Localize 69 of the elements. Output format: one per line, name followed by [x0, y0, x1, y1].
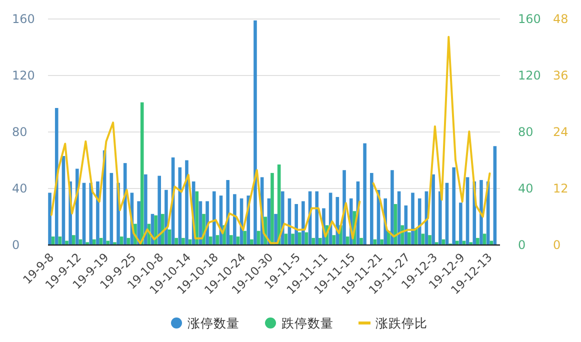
y-tick-label: 0: [12, 238, 20, 252]
bar: [62, 156, 66, 245]
y3-tick-label: 12: [553, 182, 568, 196]
bar: [493, 146, 497, 245]
bar: [421, 234, 425, 245]
bar: [318, 238, 322, 245]
bar: [89, 182, 93, 245]
bar: [174, 238, 178, 245]
y2-tick-label: 0: [518, 238, 526, 252]
bar: [72, 235, 76, 245]
bar: [110, 172, 114, 245]
y-tick-label: 40: [12, 182, 28, 196]
y2-tick-label: 80: [518, 125, 534, 139]
legend-label: 跌停数量: [282, 316, 334, 330]
bar: [140, 102, 144, 245]
y3-tick-label: 0: [553, 238, 561, 252]
bar: [452, 167, 456, 245]
bar: [411, 192, 414, 245]
bar: [469, 242, 472, 245]
bar: [54, 108, 58, 245]
y-tick-label: 80: [12, 125, 28, 139]
y2-tick-label: 40: [518, 182, 534, 196]
bar: [212, 191, 216, 245]
bar: [332, 235, 336, 245]
y2-tick-label: 160: [518, 12, 541, 26]
bar: [438, 191, 442, 245]
y2-tick-label: 120: [518, 68, 541, 82]
bar: [476, 238, 480, 245]
y-tick-label: 160: [12, 12, 35, 26]
bar: [363, 143, 366, 245]
legend-label: 涨跌停比: [376, 316, 428, 330]
bar: [254, 20, 257, 245]
bar: [229, 235, 233, 245]
bar: [445, 182, 449, 245]
bar: [291, 234, 294, 245]
bar: [432, 174, 435, 245]
legend-label: 涨停数量: [188, 316, 240, 330]
y3-tick-label: 24: [553, 125, 568, 139]
bar: [360, 238, 363, 245]
bar: [137, 201, 140, 245]
bar: [243, 230, 246, 245]
y3-tick-label: 36: [553, 68, 568, 82]
bar: [185, 160, 188, 245]
bar: [315, 191, 319, 245]
bar: [302, 201, 305, 245]
bar: [428, 235, 432, 245]
bar: [233, 194, 236, 245]
y3-tick-label: 48: [553, 12, 568, 26]
bar: [123, 163, 127, 245]
bar: [226, 180, 230, 245]
bar: [312, 238, 315, 245]
bar: [370, 172, 374, 245]
bar: [113, 242, 116, 245]
bar: [92, 239, 96, 245]
bar: [158, 176, 161, 245]
bar: [459, 202, 462, 245]
bar: [182, 238, 185, 245]
bar: [96, 181, 100, 245]
bar: [466, 177, 470, 245]
bar: [178, 167, 182, 245]
bar: [480, 180, 483, 245]
y-tick-label: 120: [12, 68, 35, 82]
bar: [380, 239, 384, 245]
bar: [86, 242, 89, 245]
bar: [294, 204, 298, 245]
bar: [250, 239, 254, 245]
bar: [82, 182, 86, 245]
bar: [404, 205, 408, 245]
bar: [48, 192, 52, 245]
